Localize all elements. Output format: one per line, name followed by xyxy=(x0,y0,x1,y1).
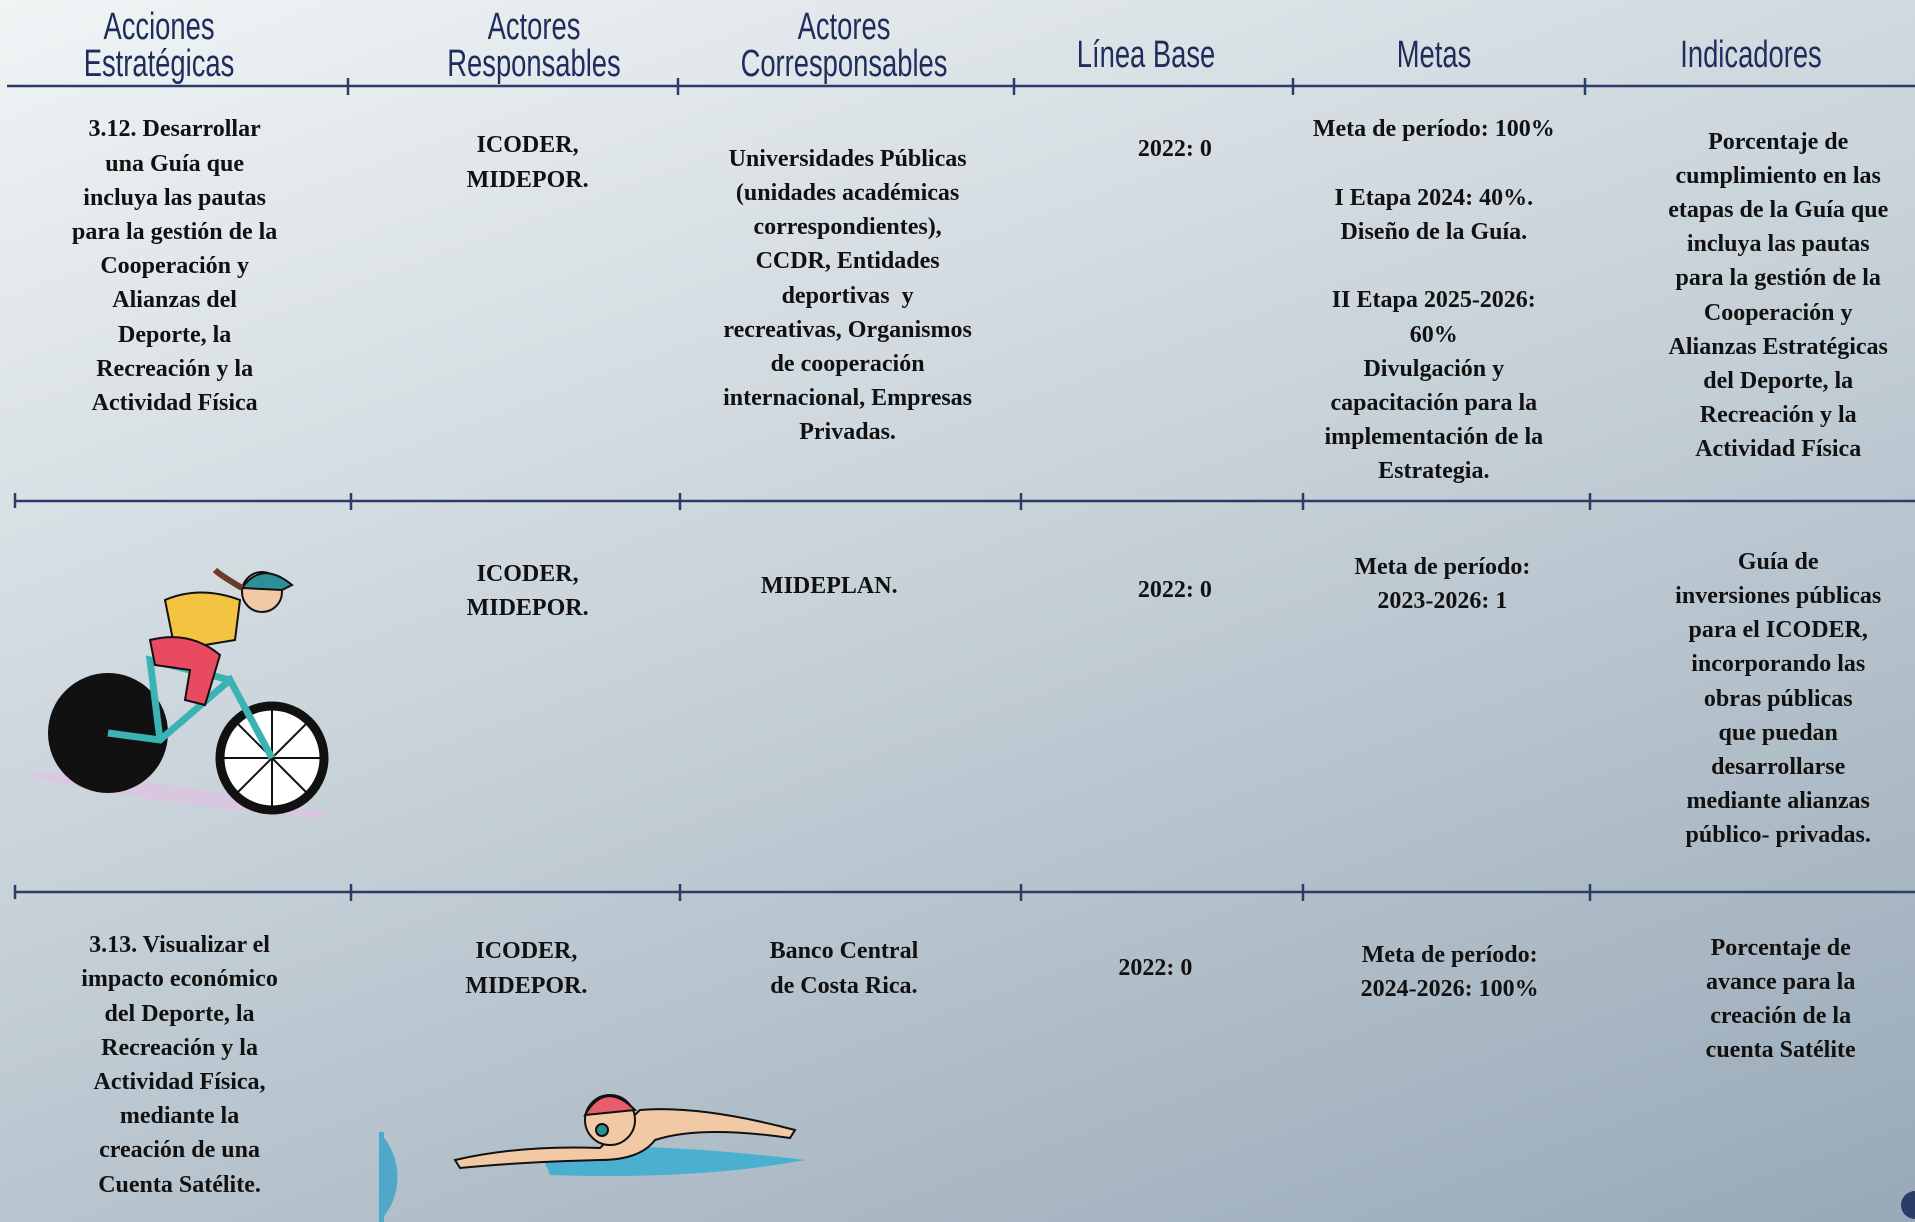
cell-text: mediante alianzas xyxy=(1686,788,1870,815)
cell-text: de cooperación xyxy=(770,350,925,377)
cell-text: Diseño de la Guía. xyxy=(1340,219,1528,246)
column-header: Actores xyxy=(487,5,581,48)
cell-text: CCDR, Entidades xyxy=(755,248,940,275)
column-header: Actores xyxy=(797,5,891,48)
cell-text: incorporando las xyxy=(1691,651,1866,678)
cell-text: etapas de la Guía que xyxy=(1668,197,1889,224)
cell-text: Meta de período: xyxy=(1354,553,1531,580)
cell-text: internacional, Empresas xyxy=(723,385,973,412)
column-header: Responsables xyxy=(447,42,621,85)
cell-text: MIDEPOR. xyxy=(466,166,589,193)
cell-text: Recreación y la xyxy=(96,355,254,382)
cell-text: incluya las pautas xyxy=(1686,231,1870,258)
cell-text: MIDEPLAN. xyxy=(760,573,898,600)
cell-text: 2022: 0 xyxy=(1118,955,1193,982)
cell-text: Alianzas del xyxy=(112,287,237,314)
cell-text: Actividad Física xyxy=(1695,436,1862,463)
cell-text: desarrollarse xyxy=(1711,753,1846,780)
cell-text: avance para la xyxy=(1705,968,1856,995)
cell-text: Cuenta Satélite. xyxy=(98,1171,261,1198)
cell-text: II Etapa 2025-2026: xyxy=(1331,287,1536,314)
cell-text: recreativas, Organismos xyxy=(723,316,972,343)
cell-text: deportivas y xyxy=(781,282,914,309)
cell-text: Guía de xyxy=(1737,548,1819,575)
column-header: Indicadores xyxy=(1680,33,1823,76)
cyclist-illustration xyxy=(31,567,329,818)
cell-text: 2022: 0 xyxy=(1137,576,1212,603)
corner-dot xyxy=(1901,1191,1915,1219)
cell-text: Meta de período: 100% xyxy=(1312,116,1555,143)
cell-text: (unidades académicas xyxy=(735,179,960,206)
swimmer-illustration xyxy=(379,1094,805,1222)
cell-text: ICODER, xyxy=(476,132,579,159)
cell-text: para la gestión de la xyxy=(1675,265,1881,292)
cell-text: Banco Central xyxy=(769,938,919,965)
cell-text: Actividad Física xyxy=(91,390,258,417)
cell-text: del Deporte, la xyxy=(104,1000,255,1027)
cell-text: 2023-2026: 1 xyxy=(1377,587,1508,614)
cell-text: cumplimiento en las xyxy=(1675,162,1881,189)
cell-text: 3.12. Desarrollar xyxy=(88,116,261,143)
rules xyxy=(7,78,1915,901)
cell-text: obras públicas xyxy=(1703,685,1853,712)
cell-text: para la gestión de la xyxy=(71,219,278,246)
cell-text: MIDEPOR. xyxy=(465,972,588,999)
column-header: Corresponsables xyxy=(740,42,948,85)
cell-text: creación de una xyxy=(99,1137,260,1164)
cell-text: implementación de la xyxy=(1324,424,1544,451)
cell-text: 60% xyxy=(1409,321,1458,348)
cell-text: capacitación para la xyxy=(1330,390,1538,417)
cell-text: incluya las pautas xyxy=(83,184,266,211)
cell-text: 3.13. Visualizar el xyxy=(89,932,270,959)
cell-text: cuenta Satélite xyxy=(1705,1037,1856,1064)
cell-text: que puedan xyxy=(1718,719,1838,746)
cell-text: Actividad Física, xyxy=(93,1069,266,1096)
cell-text: Cooperación y xyxy=(1703,299,1853,326)
cell-text: una Guía que xyxy=(105,150,245,177)
cell-text: impacto económico xyxy=(81,966,278,993)
cell-text: para el ICODER, xyxy=(1688,617,1868,644)
cell-text: MIDEPOR. xyxy=(466,595,589,622)
cell-text: Meta de período: xyxy=(1361,942,1538,969)
cell-text: Privadas. xyxy=(799,419,896,446)
cell-text: Porcentaje de xyxy=(1708,128,1849,155)
cell-text: creación de la xyxy=(1710,1003,1852,1030)
cell-text: Universidades Públicas xyxy=(728,145,967,172)
cell-text: mediante la xyxy=(119,1103,240,1130)
column-header: Metas xyxy=(1396,33,1472,76)
cell-text: de Costa Rica. xyxy=(770,972,918,999)
cell-text: inversiones públicas xyxy=(1675,582,1882,609)
cell-text: Recreación y la xyxy=(101,1034,258,1061)
cell-text: ICODER, xyxy=(476,561,579,587)
cell-text: Divulgación y xyxy=(1363,355,1505,382)
cell-text: Porcentaje de xyxy=(1710,934,1851,961)
cell-text: I Etapa 2024: 40%. xyxy=(1334,184,1534,211)
column-header: Línea Base xyxy=(1076,33,1215,76)
cell-text: 2024-2026: 100% xyxy=(1360,976,1539,1003)
column-header: Acciones xyxy=(103,5,215,48)
cell-text: Deporte, la xyxy=(117,321,232,348)
cell-text: ICODER, xyxy=(475,938,578,965)
cell-text: Alianzas Estratégicas xyxy=(1668,333,1888,360)
cell-text: 2022: 0 xyxy=(1137,135,1212,162)
cell-text: del Deporte, la xyxy=(1703,368,1854,395)
cell-text: Cooperación y xyxy=(100,253,249,280)
cell-text: Recreación y la xyxy=(1699,402,1857,429)
cell-text: correspondientes), xyxy=(753,214,942,241)
column-header: Estratégicas xyxy=(83,42,235,85)
cell-text: público- privadas. xyxy=(1685,822,1871,849)
cell-text: Estrategia. xyxy=(1378,458,1490,485)
